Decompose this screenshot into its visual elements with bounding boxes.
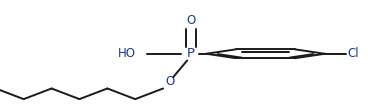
Text: P: P <box>187 47 195 60</box>
Text: O: O <box>165 75 175 88</box>
Text: HO: HO <box>118 47 136 60</box>
Text: O: O <box>186 14 196 27</box>
Text: Cl: Cl <box>348 47 359 60</box>
